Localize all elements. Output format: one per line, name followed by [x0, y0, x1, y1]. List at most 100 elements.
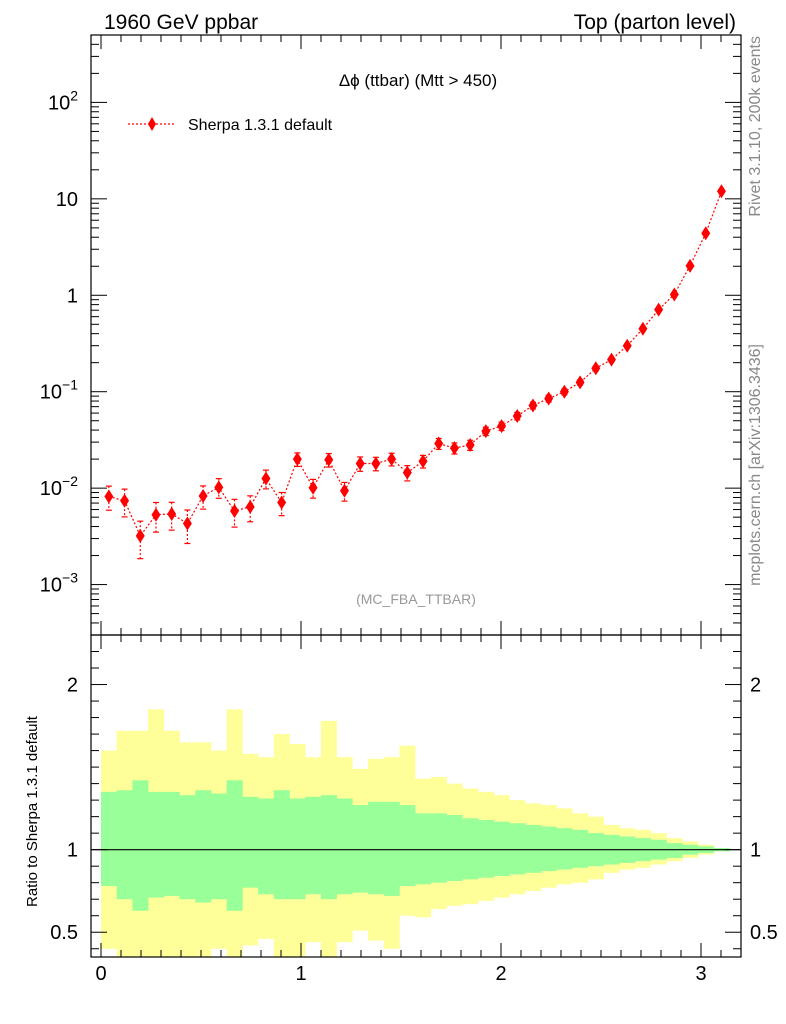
inner-band-bin [101, 791, 117, 886]
inner-band-bin [493, 821, 510, 877]
data-point [387, 452, 397, 467]
data-point [622, 338, 632, 353]
data-point [355, 456, 365, 471]
ratio-x-tick-label: 0 [95, 963, 106, 985]
inner-band-bin [556, 828, 573, 870]
main-series-layer [104, 184, 726, 560]
inner-band-bin [116, 790, 133, 900]
main-panel: 10−3 10−2 10−1 1 10 102 Δϕ (ttbar) (Mtt > 450… [40, 34, 742, 636]
ratio-frame [90, 634, 742, 958]
data-point [654, 302, 664, 317]
ratio-x-tick-label: 1 [295, 963, 306, 985]
data-point [669, 287, 679, 302]
main-y-tick-label: 10 [56, 189, 78, 211]
data-point [151, 507, 161, 522]
data-point [214, 480, 224, 495]
inner-band-bin [572, 829, 589, 868]
ratio-axes-layer: 0.5 0.5 1 1 2 2 0 1 2 3 [50, 634, 778, 985]
ratio-panel: 0.5 0.5 1 1 2 2 0 1 2 3 Ratio to Sherpa 1.3.1 def… [24, 634, 778, 985]
inner-band-bin [399, 805, 416, 886]
legend: Sherpa 1.3.1 default [128, 117, 333, 134]
inner-band-bin [226, 780, 243, 911]
data-point [292, 452, 302, 467]
legend-marker [148, 117, 156, 131]
ratio-y-tick-label-right: 0.5 [750, 922, 778, 944]
data-point [261, 471, 271, 486]
data-point [449, 441, 459, 456]
inner-band-bin [320, 795, 337, 900]
ratio-y-tick-label-right: 1 [750, 840, 761, 862]
main-y-tick-label: 1 [67, 285, 78, 307]
inner-band-bin [540, 826, 557, 872]
data-point [701, 226, 711, 241]
ratio-x-tick-label: 3 [695, 963, 706, 985]
data-point [497, 419, 507, 434]
inner-band-bin [273, 790, 290, 900]
inner-band-bin [305, 796, 322, 895]
ratio-y-tick-label-right: 2 [750, 675, 761, 697]
main-y-tick-label: 10−1 [40, 377, 78, 404]
analysis-label: (MC_FBA_TTBAR) [356, 591, 476, 607]
inner-band-bin [415, 813, 432, 885]
data-point [182, 516, 192, 531]
data-point [591, 361, 601, 376]
legend-entry-sherpa: Sherpa 1.3.1 default [188, 117, 333, 134]
data-point [120, 493, 130, 508]
data-point [481, 424, 491, 439]
inner-band-bin [666, 843, 683, 858]
data-point [104, 489, 114, 504]
data-point [402, 465, 412, 480]
ratio-y-tick-label: 2 [67, 675, 78, 697]
data-point [198, 488, 208, 503]
inner-band-bin [179, 795, 196, 900]
inner-band-bin [148, 791, 165, 898]
main-y-tick-label: 10−2 [40, 473, 78, 500]
inner-band-bin [352, 805, 369, 893]
inner-band-bin [383, 801, 400, 896]
data-point [638, 321, 648, 336]
inner-band-bin [195, 790, 212, 903]
data-point [716, 184, 726, 199]
main-title: Δϕ (ttbar) (Mtt > 450) [339, 71, 497, 90]
ratio-bands-layer [91, 709, 741, 957]
data-point [465, 438, 475, 453]
ratio-y-tick-label: 1 [67, 840, 78, 862]
inner-band-bin [336, 798, 353, 895]
inner-band-bin [163, 791, 180, 896]
data-point [245, 499, 255, 514]
ratio-y-tick-label: 0.5 [50, 922, 78, 944]
ratio-y-axis-label: Ratio to Sherpa 1.3.1 default [24, 715, 41, 907]
data-point [230, 503, 240, 518]
data-point [308, 480, 318, 495]
inner-band-bin [258, 798, 275, 895]
data-point [339, 483, 349, 498]
data-point [528, 398, 538, 413]
collider-label: 1960 GeV ppbar [104, 11, 258, 34]
main-y-tick-label: 10−3 [40, 570, 78, 597]
data-point [167, 506, 177, 521]
data-point [434, 436, 444, 451]
data-point [135, 528, 145, 543]
inner-band-bin [430, 813, 447, 883]
inner-band-bin [478, 819, 494, 878]
data-point [371, 456, 381, 471]
inner-band-bin [132, 780, 149, 911]
inner-band-bin [210, 793, 227, 900]
inner-band-bin [368, 801, 385, 895]
inner-band-bin [462, 818, 479, 880]
inner-band-bin [525, 824, 542, 873]
inner-band-bin [289, 798, 306, 900]
data-point [277, 495, 287, 510]
data-point [685, 258, 695, 273]
data-point [575, 375, 585, 390]
rivet-version-label: Rivet 3.1.10, 200k events [747, 36, 764, 217]
inner-band-bin [242, 796, 259, 888]
data-point [418, 454, 428, 469]
data-point [324, 452, 334, 467]
process-label: Top (parton level) [574, 11, 736, 34]
data-point [559, 384, 569, 399]
data-point [512, 408, 522, 423]
ratio-x-tick-label: 2 [495, 963, 506, 985]
main-axes-layer: 10−3 10−2 10−1 1 10 102 [40, 34, 742, 636]
